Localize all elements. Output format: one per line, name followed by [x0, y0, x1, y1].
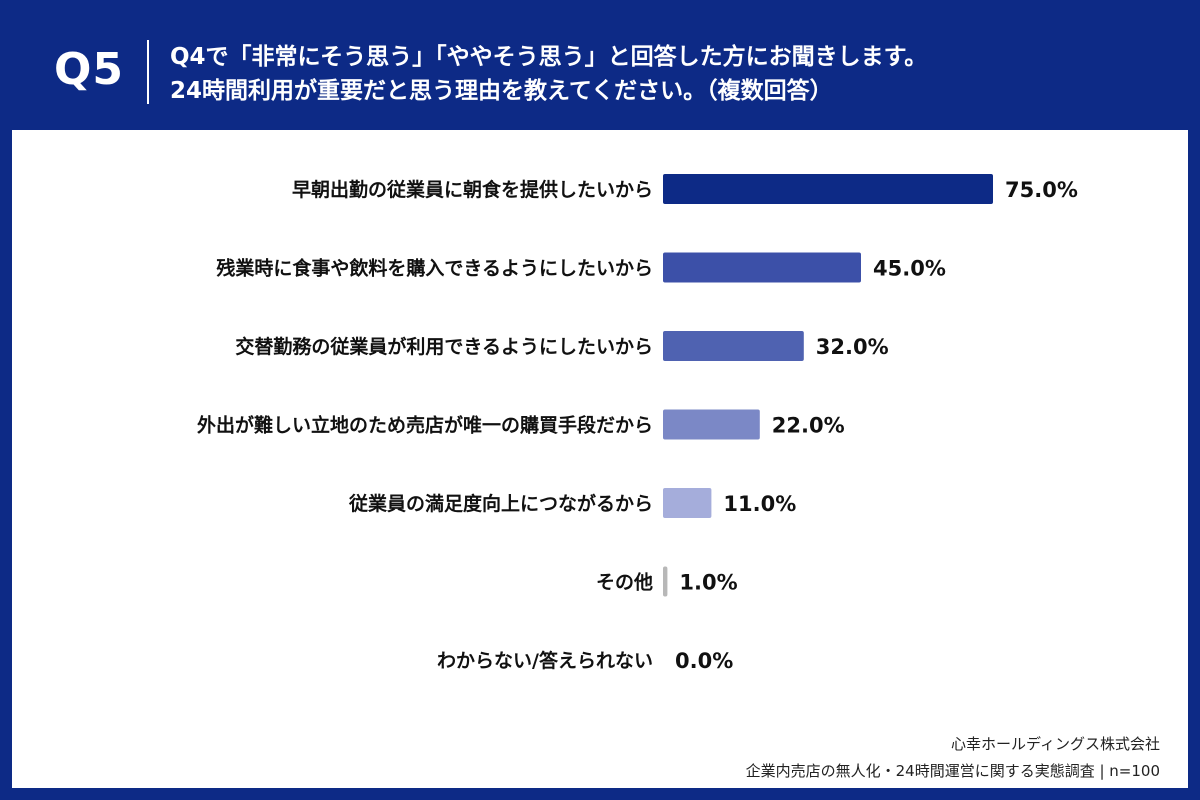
category-label: 残業時に食事や飲料を購入できるようにしたいから	[216, 257, 653, 280]
value-label: 75.0%	[1005, 178, 1078, 202]
category-label: わからない/答えられない	[437, 649, 653, 672]
bar	[663, 252, 861, 283]
question-text: Q4で「非常にそう思う」「ややそう思う」と回答した方にお聞きします。 24時間利…	[170, 40, 927, 108]
category-label: その他	[596, 571, 653, 594]
category-label: 従業員の満足度向上につながるから	[348, 492, 653, 515]
bar	[663, 174, 993, 204]
bar	[663, 409, 760, 440]
value-label: 45.0%	[873, 257, 946, 281]
header: Q5 Q4で「非常にそう思う」「ややそう思う」と回答した方にお聞きします。 24…	[0, 0, 1200, 130]
question-line-2: 24時間利用が重要だと思う理由を教えてください。（複数回答）	[170, 78, 833, 104]
category-label: 外出が難しい立地のため売店が唯一の購買手段だから	[197, 414, 653, 437]
value-label: 22.0%	[772, 414, 845, 438]
question-line-1: Q4で「非常にそう思う」「ややそう思う」と回答した方にお聞きします。	[170, 44, 928, 70]
survey-credit: 企業内売店の無人化・24時間運営に関する実態調査 | n=100	[745, 762, 1160, 780]
value-label: 32.0%	[816, 335, 889, 359]
company-credit: 心幸ホールディングス株式会社	[951, 735, 1160, 753]
category-label: 交替勤務の従業員が利用できるようにしたいから	[235, 335, 653, 358]
question-number: Q5	[54, 44, 125, 95]
bar	[663, 331, 804, 361]
value-label: 0.0%	[675, 649, 733, 673]
bar	[663, 566, 668, 597]
value-label: 1.0%	[679, 571, 737, 595]
value-label: 11.0%	[723, 492, 796, 516]
bar	[663, 488, 712, 518]
header-divider	[147, 40, 149, 104]
bar-chart: 早朝出勤の従業員に朝食を提供したいから 75.0% 残業時に食事や飲料を購入できるよ…	[197, 174, 1078, 673]
chart-panel: 早朝出勤の従業員に朝食を提供したいから 75.0% 残業時に食事や飲料を購入できるよ…	[12, 130, 1188, 788]
category-label: 早朝出勤の従業員に朝食を提供したいから	[292, 178, 653, 201]
